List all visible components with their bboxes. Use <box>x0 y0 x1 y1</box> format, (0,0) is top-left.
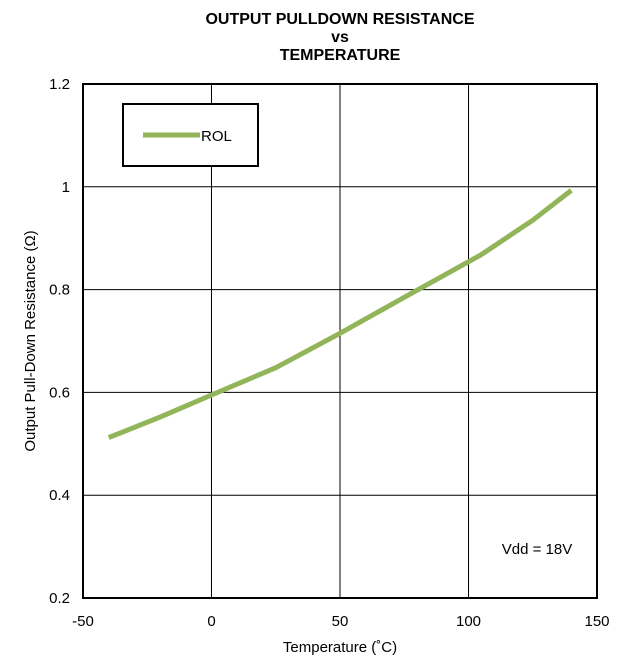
y-tick-label: 0.2 <box>49 590 70 607</box>
y-axis-label: Output Pull-Down Resistance (Ω) <box>22 230 39 451</box>
y-tick-labels: 0.2 0.4 0.6 0.8 1 1.2 <box>49 76 70 607</box>
y-tick-label: 0.8 <box>49 282 70 299</box>
legend: ROL <box>122 103 259 167</box>
x-tick-labels: -50 0 50 100 150 <box>72 613 609 630</box>
x-tick-label: 150 <box>584 613 609 630</box>
x-axis-label: Temperature (˚C) <box>283 639 397 656</box>
series-line-rol <box>107 188 573 440</box>
chart-title: OUTPUT PULLDOWN RESISTANCE vs TEMPERATUR… <box>205 11 474 64</box>
chart-title-line-1: OUTPUT PULLDOWN RESISTANCE <box>205 11 474 28</box>
chart-title-line-3: TEMPERATURE <box>280 47 401 64</box>
annotation-text: Vdd = 18V <box>502 541 572 558</box>
x-tick-label: 100 <box>456 613 481 630</box>
y-tick-label: 0.6 <box>49 384 70 401</box>
plot-frame <box>82 83 598 599</box>
annotation: Vdd = 18V <box>470 522 596 572</box>
grid <box>83 84 597 598</box>
y-tick-label: 1 <box>62 179 70 196</box>
y-tick-label: 0.4 <box>49 487 70 504</box>
x-tick-label: 0 <box>207 613 215 630</box>
series-layer <box>107 188 573 440</box>
y-tick-label: 1.2 <box>49 76 70 93</box>
x-tick-label: -50 <box>72 613 94 630</box>
x-tick-label: 50 <box>332 613 349 630</box>
annotation-box <box>470 522 596 572</box>
chart-title-line-2: vs <box>331 29 349 46</box>
legend-label-rol: ROL <box>201 128 232 145</box>
